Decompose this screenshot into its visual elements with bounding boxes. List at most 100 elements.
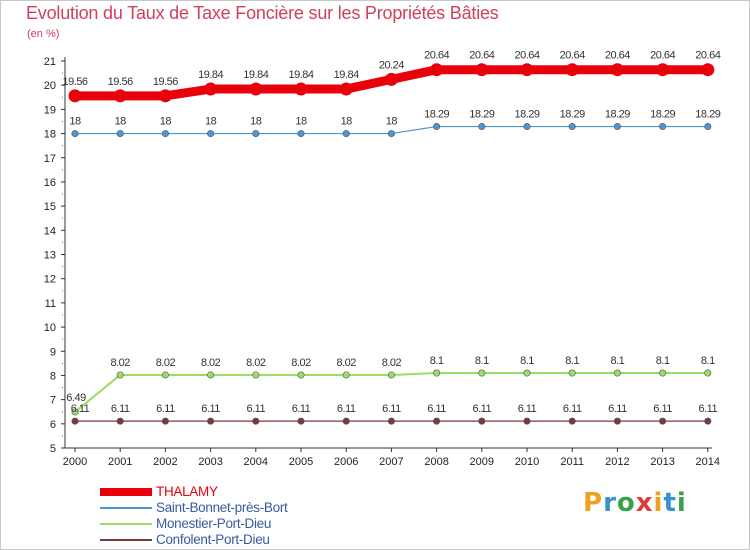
y-tick-label: 7 <box>50 395 56 407</box>
data-label: 19.84 <box>288 69 313 81</box>
data-label: 18.29 <box>650 109 675 121</box>
data-point <box>161 417 169 425</box>
y-tick-label: 16 <box>44 177 56 189</box>
data-point <box>252 130 260 138</box>
data-label: 6.11 <box>292 403 311 415</box>
data-label: 6.11 <box>473 403 492 415</box>
x-tick-label: 2001 <box>108 456 132 468</box>
x-tick-label: 2002 <box>153 456 177 468</box>
data-point <box>252 417 260 425</box>
legend-label: THALAMY <box>156 484 218 499</box>
y-tick-label: 19 <box>44 104 56 116</box>
data-label: 20.64 <box>560 50 585 62</box>
data-point <box>68 89 82 103</box>
data-label: 19.56 <box>153 76 178 88</box>
data-label: 6.11 <box>563 403 582 415</box>
x-tick-label: 2009 <box>470 456 494 468</box>
data-point <box>158 89 172 103</box>
data-point <box>71 408 79 416</box>
data-label: 8.1 <box>475 355 489 367</box>
data-label: 6.11 <box>247 403 266 415</box>
x-tick-label: 2006 <box>334 456 358 468</box>
proxiti-logo: Proxiti <box>583 488 687 518</box>
y-tick-label: 11 <box>45 298 56 310</box>
data-label: 18.29 <box>560 109 585 121</box>
logo-letter: o <box>616 488 636 518</box>
data-point <box>116 417 124 425</box>
data-label: 18.29 <box>514 109 539 121</box>
data-label: 8.1 <box>565 355 579 367</box>
data-point <box>207 417 215 425</box>
y-axis-unit-label: (en %) <box>27 28 60 40</box>
x-tick-label: 2005 <box>289 456 313 468</box>
data-label: 18 <box>115 116 127 128</box>
data-label: 18.29 <box>605 109 630 121</box>
data-point <box>71 417 79 425</box>
y-tick-label: 12 <box>44 274 56 286</box>
x-tick-label: 2003 <box>198 456 222 468</box>
data-label: 18 <box>250 116 262 128</box>
data-point <box>475 63 489 77</box>
data-point <box>568 417 576 425</box>
data-label: 20.64 <box>514 50 539 62</box>
chart-title: Evolution du Taux de Taxe Foncière sur l… <box>26 3 499 23</box>
data-point <box>294 82 308 96</box>
data-point <box>704 123 712 131</box>
data-point <box>161 130 169 138</box>
y-tick-label: 14 <box>44 225 56 237</box>
data-label: 18 <box>205 116 217 128</box>
data-point <box>207 371 215 379</box>
x-tick-label: 2008 <box>424 456 448 468</box>
data-point <box>249 82 263 96</box>
data-label: 20.64 <box>424 50 449 62</box>
data-label: 6.11 <box>337 403 356 415</box>
data-label: 6.11 <box>71 403 90 415</box>
data-point <box>659 417 667 425</box>
data-label: 18 <box>341 116 353 128</box>
data-label: 6.11 <box>156 403 175 415</box>
data-label: 18 <box>69 116 81 128</box>
data-label: 19.56 <box>108 76 133 88</box>
data-point <box>565 63 579 77</box>
data-label: 18.29 <box>424 109 449 121</box>
data-label: 8.02 <box>336 357 356 369</box>
data-label: 19.84 <box>198 69 223 81</box>
data-label: 6.11 <box>653 403 672 415</box>
x-tick-label: 2013 <box>650 456 674 468</box>
data-point <box>568 123 576 131</box>
data-point <box>613 123 621 131</box>
data-point <box>204 82 218 96</box>
y-tick-label: 9 <box>50 346 56 358</box>
x-tick-label: 2010 <box>515 456 539 468</box>
logo-letter: t <box>663 488 677 518</box>
data-label: 8.02 <box>246 357 266 369</box>
data-point <box>613 417 621 425</box>
x-tick-label: 2014 <box>696 456 720 468</box>
data-point <box>659 369 667 377</box>
data-point <box>523 369 531 377</box>
data-point <box>116 130 124 138</box>
x-tick-label: 2004 <box>244 456 268 468</box>
data-label: 8.1 <box>520 355 534 367</box>
data-label: 8.1 <box>611 355 625 367</box>
data-point <box>113 89 127 103</box>
data-point <box>387 130 395 138</box>
legend-swatch <box>100 507 152 509</box>
y-tick-label: 17 <box>44 153 56 165</box>
data-label: 6.11 <box>699 403 718 415</box>
data-point <box>613 369 621 377</box>
data-point <box>433 417 441 425</box>
data-label: 8.02 <box>110 357 130 369</box>
data-label: 8.02 <box>156 357 176 369</box>
y-tick-label: 15 <box>44 201 56 213</box>
data-point <box>297 417 305 425</box>
data-label: 19.84 <box>243 69 268 81</box>
data-point <box>207 130 215 138</box>
data-label: 19.84 <box>334 69 359 81</box>
data-label: 8.1 <box>430 355 444 367</box>
data-point <box>342 417 350 425</box>
data-point <box>478 123 486 131</box>
legend-label: Monestier-Port-Dieu <box>156 516 272 531</box>
data-label: 6.11 <box>201 403 220 415</box>
legend-swatch <box>100 539 152 541</box>
